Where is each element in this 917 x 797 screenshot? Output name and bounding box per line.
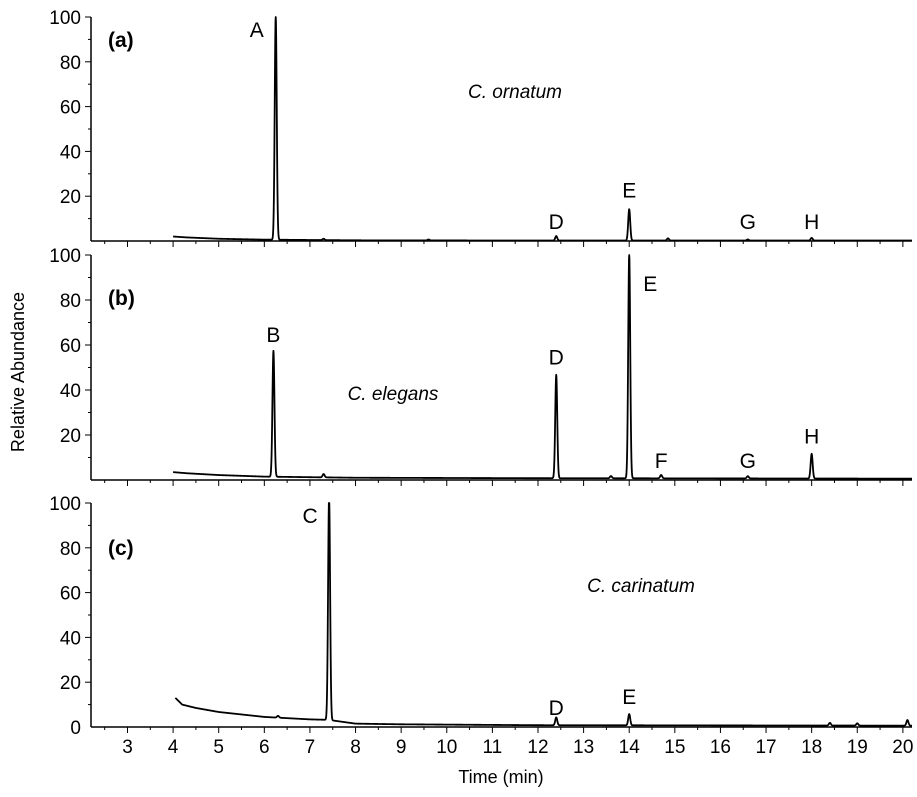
x-tick-label: 18	[801, 737, 822, 758]
species-label: C. elegans	[348, 384, 439, 405]
x-tick-label: 6	[259, 737, 270, 758]
y-tick-label: 100	[49, 8, 81, 29]
y-axis-title: Relative Abundance	[8, 292, 28, 452]
peak-label: G	[740, 211, 756, 234]
peak-label: E	[643, 273, 657, 296]
species-label: C. carinatum	[587, 576, 695, 597]
peak-label: F	[655, 450, 668, 473]
peak-label: D	[549, 697, 564, 720]
y-tick-label: 60	[60, 98, 81, 119]
panel-label: (b)	[108, 287, 135, 310]
chromatogram-trace	[174, 502, 913, 727]
y-tick-label: 20	[60, 187, 81, 208]
peak-label: C	[303, 505, 318, 528]
x-tick-label: 17	[755, 737, 776, 758]
y-tick-label: 100	[49, 246, 81, 267]
y-tick-label: 40	[60, 142, 81, 163]
peak-label: A	[250, 19, 264, 42]
species-label: C. ornatum	[468, 82, 562, 103]
chromatogram-trace	[172, 16, 913, 242]
peak-label: D	[549, 347, 564, 370]
chromatogram-trace	[172, 254, 913, 480]
panel-label: (c)	[108, 537, 134, 560]
x-tick-label: 15	[664, 737, 685, 758]
y-tick-label: 100	[49, 494, 81, 515]
y-tick-label: 40	[60, 628, 81, 649]
x-tick-label: 5	[213, 737, 224, 758]
peak-label: B	[266, 324, 280, 347]
x-tick-label: 8	[350, 737, 361, 758]
peak-label: E	[622, 686, 636, 709]
peak-label: D	[549, 211, 564, 234]
x-tick-label: 10	[436, 737, 457, 758]
x-tick-label: 20	[892, 737, 913, 758]
y-tick-label: 80	[60, 291, 81, 312]
x-tick-label: 19	[847, 737, 868, 758]
peak-label: E	[622, 180, 636, 203]
y-tick-label: 60	[60, 336, 81, 357]
y-tick-label: 80	[60, 53, 81, 74]
y-tick-label: 20	[60, 673, 81, 694]
x-tick-label: 9	[396, 737, 407, 758]
panel-label: (a)	[108, 29, 134, 52]
y-tick-label: 80	[60, 539, 81, 560]
y-tick-label: 20	[60, 426, 81, 447]
y-tick-label: 0	[70, 718, 81, 739]
x-tick-label: 11	[483, 737, 503, 758]
peak-label: H	[804, 211, 819, 234]
x-tick-label: 13	[573, 737, 594, 758]
peak-label: H	[804, 425, 819, 448]
x-tick-label: 7	[305, 737, 316, 758]
x-tick-label: 16	[710, 737, 731, 758]
x-tick-label: 3	[122, 737, 133, 758]
peak-label: G	[740, 450, 756, 473]
y-tick-label: 60	[60, 584, 81, 605]
x-tick-label: 14	[619, 737, 641, 758]
x-tick-label: 12	[527, 737, 548, 758]
x-tick-label: 4	[168, 737, 179, 758]
y-tick-label: 40	[60, 381, 81, 402]
x-axis-title: Time (min)	[458, 767, 543, 787]
